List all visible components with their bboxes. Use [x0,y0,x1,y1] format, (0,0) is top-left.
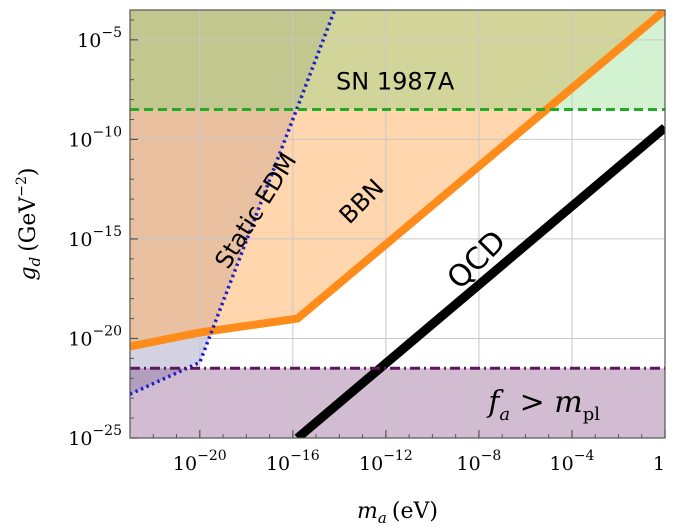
y-tick-label: 10−20 [68,323,122,350]
x-tick-label: 1 [653,453,665,475]
region-f-a-m-pl [130,368,665,438]
plot-frame [129,9,666,439]
region-sn-1987a [130,10,665,110]
region-bbn [130,10,665,347]
y-tick-label: 10−10 [68,124,122,151]
series-line-static-edm [130,10,337,396]
y-tick-label: 10−5 [77,25,122,52]
regions-layer [130,10,665,438]
y-tick-label: 10−25 [68,423,122,450]
series-line-qcd [294,124,665,438]
x-tick-label: 10−12 [359,448,413,475]
y-tick-label: 10−15 [68,224,122,251]
annotation-sn-1987a: SN 1987A [336,68,455,96]
series-layer [130,10,665,438]
fa-gt-mpl-label: fa > mpl [486,385,600,425]
series-line-bbn [130,10,665,351]
x-tick-label: 10−4 [550,448,595,475]
ticks-layer: 10−20 10−16 10−12 10−8 10−4 1 10−5 10−10 10−15 10… [68,19,666,475]
x-axis-label: ma (eV) [357,499,438,527]
y-axis-label: gd(GeV−2) [14,167,44,280]
x-tick-label: 10−16 [266,448,320,475]
x-tick-label: 10−20 [173,448,227,475]
x-tick-label: 10−8 [456,448,501,475]
